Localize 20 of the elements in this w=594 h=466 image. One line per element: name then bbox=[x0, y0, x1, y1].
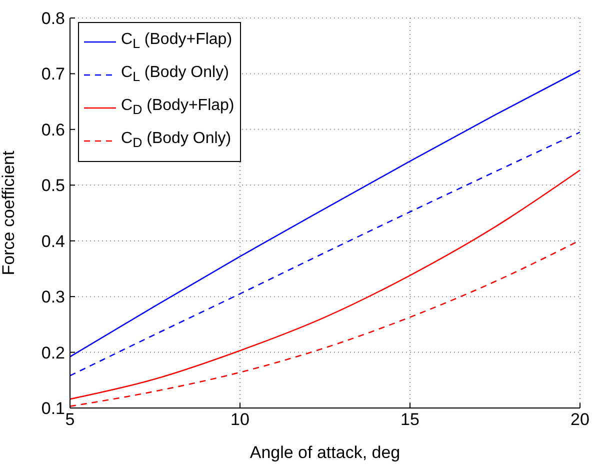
y-tick-label: 0.3 bbox=[41, 288, 65, 307]
y-axis-title: Force coefficient bbox=[0, 150, 18, 276]
legend-label: C$_{D}$ (Body+Flap) bbox=[121, 97, 234, 118]
y-tick-label: 0.2 bbox=[41, 343, 65, 362]
legend-label: C$_{D}$ (Body Only) bbox=[121, 130, 232, 151]
x-tick-label: 10 bbox=[230, 410, 250, 430]
line-series bbox=[70, 132, 580, 376]
y-tick-label: 0.7 bbox=[41, 64, 65, 84]
y-tick-label: 0.4 bbox=[41, 232, 65, 251]
y-tick-label: 0.8 bbox=[41, 9, 65, 28]
y-tick-label: 0.5 bbox=[41, 176, 65, 196]
line-series bbox=[70, 169, 580, 400]
legend-label: C$_{L}$ (Body+Flap) bbox=[121, 31, 232, 52]
x-tick-label: 5 bbox=[65, 410, 75, 430]
x-tick-label: 15 bbox=[400, 410, 420, 430]
y-tick-label: 0.6 bbox=[41, 120, 65, 140]
x-axis-title: Angle of attack, deg bbox=[250, 443, 400, 462]
x-tick-label: 20 bbox=[570, 410, 590, 430]
legend-label: C$_{L}$ (Body Only) bbox=[121, 64, 229, 85]
y-tick-label: 0.1 bbox=[41, 399, 65, 418]
